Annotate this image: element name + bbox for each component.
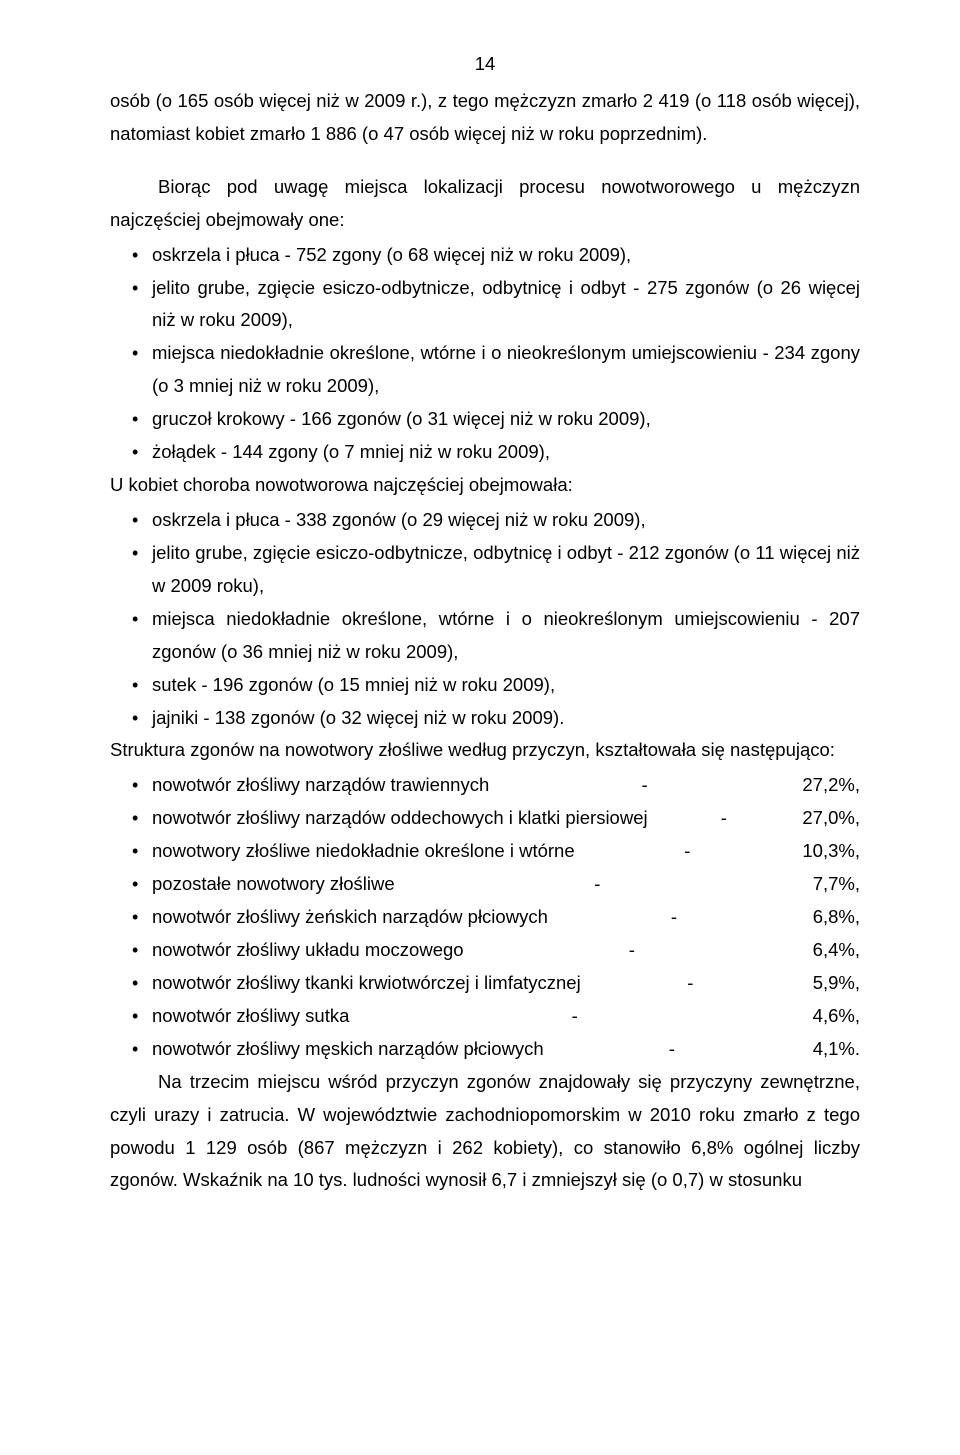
closing-paragraph: Na trzecim miejscu wśród przyczyn zgonów… — [110, 1066, 860, 1198]
list-item: nowotwór złośliwy układu moczowego - 6,4… — [110, 934, 860, 967]
stat-value: 27,0%, — [796, 802, 860, 835]
list-item: nowotwór złośliwy tkanki krwiotwórczej i… — [110, 967, 860, 1000]
document-page: 14 osób (o 165 osób więcej niż w 2009 r.… — [0, 0, 960, 1455]
list-item: miejsca niedokładnie określone, wtórne i… — [110, 603, 860, 669]
stat-label: nowotwór złośliwy narządów trawiennych — [152, 769, 489, 802]
structure-bullet-list: nowotwór złośliwy narządów trawiennych -… — [110, 769, 860, 1065]
stat-dash: - — [634, 769, 652, 802]
list-item: nowotwory złośliwe niedokładnie określon… — [110, 835, 860, 868]
list-item: gruczoł krokowy - 166 zgonów (o 31 więce… — [110, 403, 860, 436]
page-number: 14 — [110, 48, 860, 81]
list-item: żołądek - 144 zgony (o 7 mniej niż w rok… — [110, 436, 860, 469]
stat-label: nowotwór złośliwy narządów oddechowych i… — [152, 802, 648, 835]
men-bullet-list: oskrzela i płuca - 752 zgony (o 68 więce… — [110, 239, 860, 469]
stat-value: 5,9%, — [796, 967, 860, 1000]
stat-value: 6,4%, — [796, 934, 860, 967]
list-item: sutek - 196 zgonów (o 15 mniej niż w rok… — [110, 669, 860, 702]
structure-intro: Struktura zgonów na nowotwory złośliwe w… — [110, 734, 860, 767]
stat-value: 4,1%. — [796, 1033, 860, 1066]
stat-dash: - — [621, 934, 639, 967]
list-item: oskrzela i płuca - 338 zgonów (o 29 więc… — [110, 504, 860, 537]
list-item: miejsca niedokładnie określone, wtórne i… — [110, 337, 860, 403]
stat-dash: - — [586, 868, 604, 901]
stat-dash: - — [564, 1000, 582, 1033]
stat-dash: - — [663, 901, 681, 934]
stat-label: nowotwór złośliwy męskich narządów płcio… — [152, 1033, 544, 1066]
men-intro: Biorąc pod uwagę miejsca lokalizacji pro… — [110, 171, 860, 237]
stat-value: 27,2%, — [796, 769, 860, 802]
stat-dash: - — [661, 1033, 679, 1066]
list-item: oskrzela i płuca - 752 zgony (o 68 więce… — [110, 239, 860, 272]
stat-label: nowotwór złośliwy żeńskich narządów płci… — [152, 901, 548, 934]
stat-label: nowotwór złośliwy tkanki krwiotwórczej i… — [152, 967, 581, 1000]
list-item: jelito grube, zgięcie esiczo-odbytnicze,… — [110, 272, 860, 338]
stat-label: nowotwór złośliwy sutka — [152, 1000, 349, 1033]
stat-dash: - — [679, 967, 697, 1000]
stat-value: 6,8%, — [796, 901, 860, 934]
list-item: nowotwór złośliwy narządów oddechowych i… — [110, 802, 860, 835]
list-item: nowotwór złośliwy sutka - 4,6%, — [110, 1000, 860, 1033]
stat-label: nowotwór złośliwy układu moczowego — [152, 934, 464, 967]
list-item: jajniki - 138 zgonów (o 32 więcej niż w … — [110, 702, 860, 735]
list-item: nowotwór złośliwy żeńskich narządów płci… — [110, 901, 860, 934]
stat-dash: - — [713, 802, 731, 835]
stat-label: pozostałe nowotwory złośliwe — [152, 868, 395, 901]
women-bullet-list: oskrzela i płuca - 338 zgonów (o 29 więc… — [110, 504, 860, 734]
list-item: nowotwór złośliwy męskich narządów płcio… — [110, 1033, 860, 1066]
stat-value: 10,3%, — [796, 835, 860, 868]
intro-paragraph: osób (o 165 osób więcej niż w 2009 r.), … — [110, 85, 860, 151]
women-intro: U kobiet choroba nowotworowa najczęściej… — [110, 469, 860, 502]
stat-value: 7,7%, — [796, 868, 860, 901]
stat-value: 4,6%, — [796, 1000, 860, 1033]
stat-dash: - — [676, 835, 694, 868]
list-item: nowotwór złośliwy narządów trawiennych -… — [110, 769, 860, 802]
list-item: pozostałe nowotwory złośliwe - 7,7%, — [110, 868, 860, 901]
stat-label: nowotwory złośliwe niedokładnie określon… — [152, 835, 575, 868]
list-item: jelito grube, zgięcie esiczo-odbytnicze,… — [110, 537, 860, 603]
